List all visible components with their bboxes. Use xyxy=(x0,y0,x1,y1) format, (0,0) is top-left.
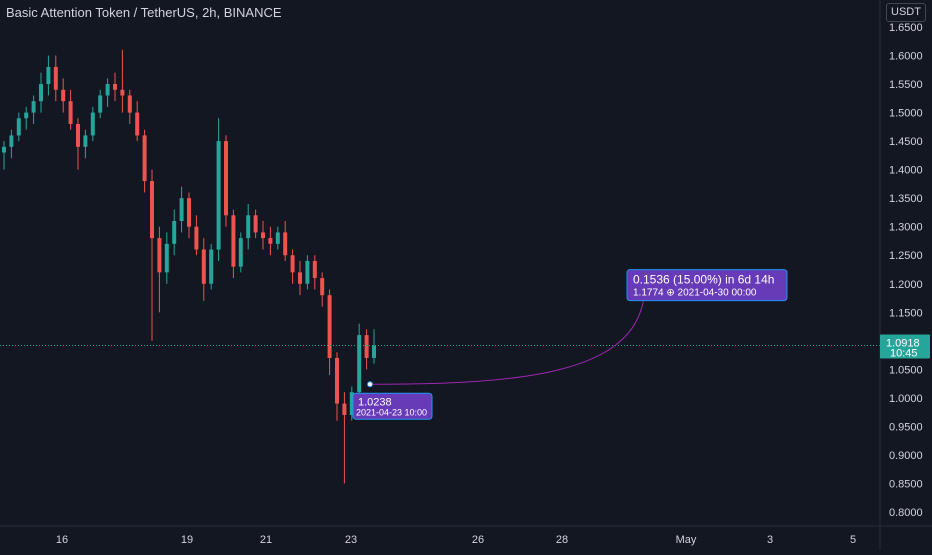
candle-body xyxy=(83,135,88,147)
currency-label[interactable]: USDT xyxy=(886,3,926,22)
candle-body xyxy=(312,260,317,279)
x-tick-label: 16 xyxy=(56,534,68,546)
candle-body xyxy=(261,232,265,239)
y-tick-label: 0.9500 xyxy=(889,421,923,433)
candle-body xyxy=(16,118,21,136)
y-tick-label: 1.5500 xyxy=(889,79,923,91)
candle-body xyxy=(327,295,332,358)
y-tick-label: 1.3500 xyxy=(889,193,923,205)
candle-body xyxy=(320,278,325,296)
candle-body xyxy=(2,146,6,153)
y-tick-label: 1.3000 xyxy=(889,222,923,234)
candle-body xyxy=(372,345,376,358)
candle-body xyxy=(164,243,169,273)
candle-body xyxy=(246,215,251,239)
last-price-label: 1.0918 xyxy=(886,338,920,350)
y-tick-label: 1.5000 xyxy=(889,108,923,120)
candle-body xyxy=(298,272,302,284)
candle-body xyxy=(98,95,103,113)
candle-body xyxy=(24,112,29,119)
y-tick-label: 1.6000 xyxy=(889,51,923,63)
projection-start-handle[interactable] xyxy=(367,381,373,388)
projection-start-date: 2021-04-23 10:00 xyxy=(356,407,427,417)
candle-body xyxy=(201,249,206,284)
x-tick-label: 21 xyxy=(260,534,272,546)
projection-target-label: 1.1774 ⊕ 2021-04-30 00:00 xyxy=(633,288,757,299)
candle-body xyxy=(357,335,362,393)
candle-body xyxy=(127,95,132,113)
candle-body xyxy=(275,232,280,244)
candle-body xyxy=(224,141,228,216)
chart-title: Basic Attention Token / TetherUS, 2h, BI… xyxy=(6,5,282,20)
y-tick-label: 1.4500 xyxy=(889,136,923,148)
y-tick-label: 1.4000 xyxy=(889,165,923,177)
candle-body xyxy=(120,89,125,96)
candle-body xyxy=(335,357,339,404)
candle-body xyxy=(342,403,347,415)
candle-body xyxy=(305,260,310,284)
countdown-label: 10:45 xyxy=(890,348,918,360)
projection-curve[interactable] xyxy=(369,296,645,385)
last-price-badge xyxy=(880,334,930,359)
candle-body xyxy=(39,84,43,102)
candle-body xyxy=(179,198,184,221)
y-tick-label: 1.2000 xyxy=(889,279,923,291)
candle-body xyxy=(187,198,191,227)
candle-body xyxy=(90,112,95,136)
candle-body xyxy=(157,238,162,273)
candle-body xyxy=(253,215,258,233)
candle-body xyxy=(209,249,214,284)
projection-end-box[interactable] xyxy=(626,269,788,302)
y-tick-label: 1.6500 xyxy=(889,22,923,34)
x-tick-label: 23 xyxy=(345,534,357,546)
candle-body xyxy=(68,101,73,124)
candle-body xyxy=(9,135,14,147)
candle-body xyxy=(53,66,58,90)
x-tick-label: 26 xyxy=(472,534,484,546)
candle-body xyxy=(142,135,147,182)
y-tick-label: 1.2500 xyxy=(889,250,923,262)
candle-body xyxy=(268,238,273,244)
x-tick-label: 3 xyxy=(767,534,773,546)
candle-body xyxy=(194,226,199,250)
candle-body xyxy=(135,112,140,136)
candle-body xyxy=(231,215,236,267)
candle-body xyxy=(238,238,243,267)
projection-start-box[interactable] xyxy=(352,392,433,420)
candle-body xyxy=(172,221,177,244)
candle-body xyxy=(283,232,288,256)
candle-body xyxy=(216,141,221,250)
candle-body xyxy=(105,84,110,96)
projection-start-price: 1.0238 xyxy=(358,396,392,408)
candle-body xyxy=(364,335,369,358)
x-tick-label: 28 xyxy=(556,534,568,546)
candle-body xyxy=(46,66,51,85)
projection-change-label: 0.1536 (15.00%) in 6d 14h xyxy=(633,273,774,287)
y-tick-label: 1.1500 xyxy=(889,307,923,319)
y-tick-label: 0.8000 xyxy=(889,507,923,519)
candle-body xyxy=(150,181,154,239)
candle-body xyxy=(31,101,36,113)
x-tick-label: 5 xyxy=(850,534,856,546)
x-tick-label: May xyxy=(676,534,697,546)
y-tick-label: 1.0500 xyxy=(889,364,923,376)
y-tick-label: 0.8500 xyxy=(889,478,923,490)
y-tick-label: 1.0000 xyxy=(889,393,923,405)
candle-body xyxy=(290,255,295,273)
candle-body xyxy=(61,89,66,102)
x-tick-label: 19 xyxy=(181,534,193,546)
candle-body xyxy=(349,392,354,415)
y-tick-label: 0.9000 xyxy=(889,450,923,462)
candle-body xyxy=(113,84,117,90)
candle-body xyxy=(76,124,80,147)
